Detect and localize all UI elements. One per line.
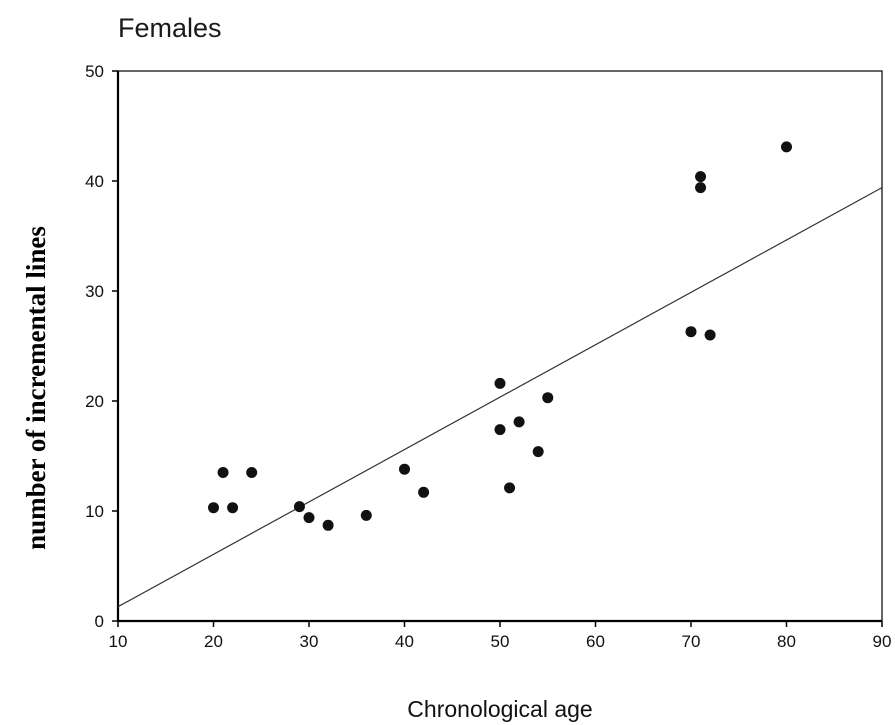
data-point [246,467,258,478]
data-point [781,141,792,153]
x-tick-label: 30 [300,632,319,651]
plot-area [116,70,883,623]
data-point [513,416,525,428]
x-tick-label: 10 [109,632,128,651]
y-tick-label: 50 [85,62,104,81]
data-point [532,446,544,458]
data-point [504,482,516,494]
data-point [227,502,239,514]
x-tick-label: 40 [395,632,414,651]
data-point [418,486,430,498]
data-point [322,519,334,531]
y-tick-label: 0 [95,612,104,631]
data-point [303,512,315,524]
y-axis-ticks: 0 10 20 30 40 50 [85,62,118,631]
data-point [208,502,219,514]
y-tick-label: 10 [85,502,104,521]
data-point [704,329,716,341]
data-point [293,501,305,513]
x-tick-label: 80 [777,632,796,651]
data-point [360,509,372,521]
y-tick-label: 40 [85,172,104,191]
x-tick-label: 20 [204,632,223,651]
chart-title: Females [118,13,222,43]
data-point [695,171,707,183]
y-tick-label: 30 [85,282,104,301]
data-point [494,424,506,436]
x-axis-label: Chronological age [407,696,592,722]
x-tick-label: 90 [873,632,892,651]
data-point [217,467,229,478]
y-tick-label: 20 [85,392,104,411]
data-point [685,326,697,338]
data-point [399,463,410,475]
x-tick-label: 50 [491,632,510,651]
data-point [494,377,506,389]
y-axis-label: number of incremental lines [21,226,51,550]
x-tick-label: 60 [586,632,605,651]
data-point [695,182,707,194]
x-axis-ticks: 10 20 30 40 50 60 70 80 90 [109,621,892,651]
data-points-layer [208,141,792,531]
data-point [542,392,554,404]
plot-border [117,70,883,622]
x-tick-label: 70 [682,632,701,651]
regression-line [117,187,883,608]
trendline-layer [117,187,883,608]
